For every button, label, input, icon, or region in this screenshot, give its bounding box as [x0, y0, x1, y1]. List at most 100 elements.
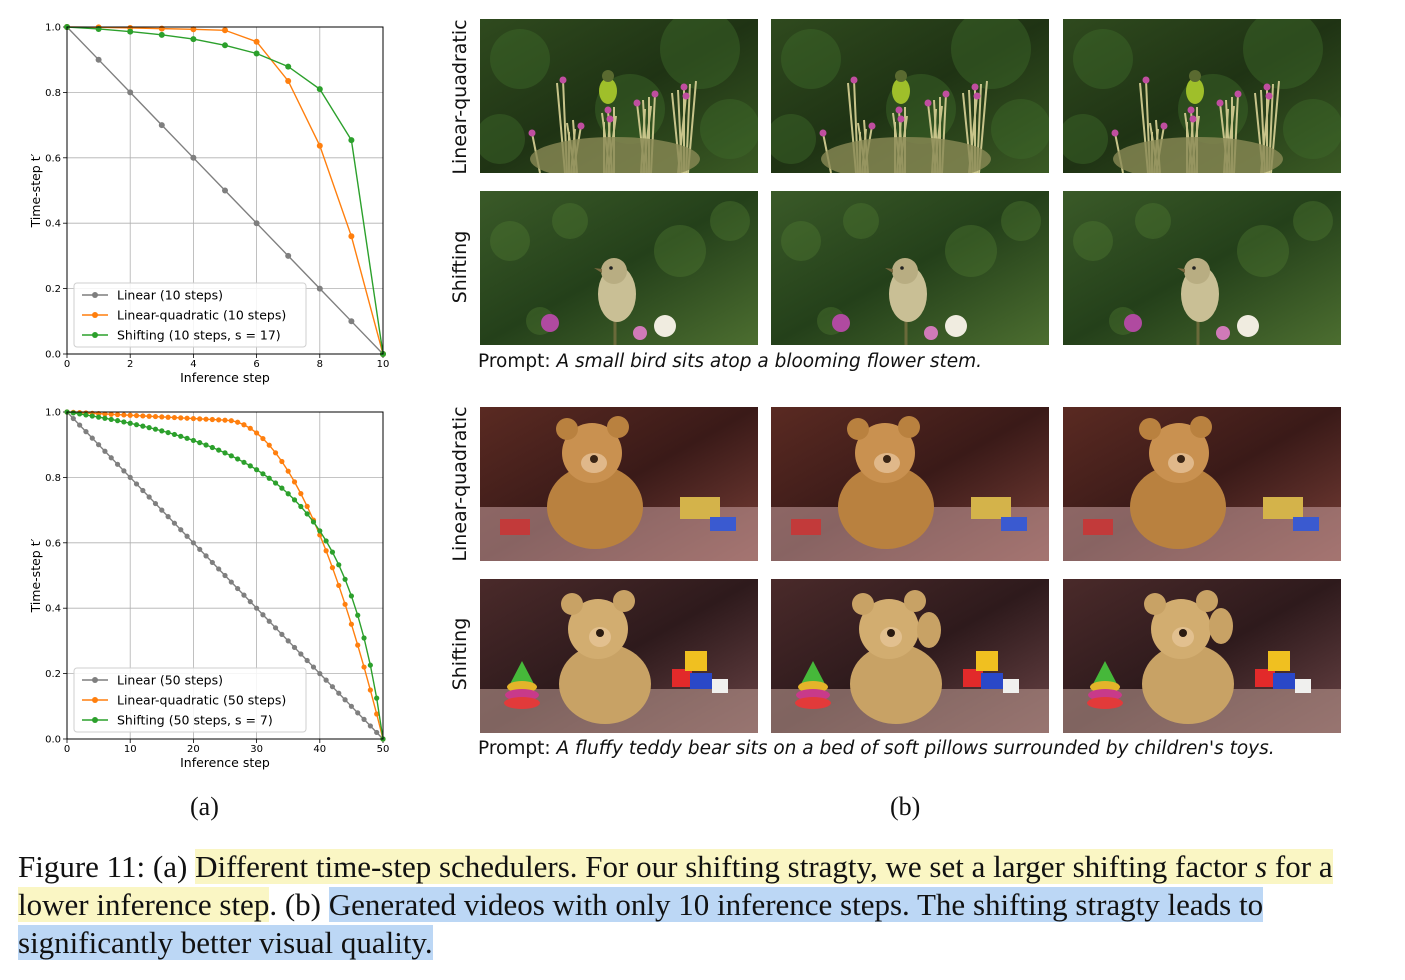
- data-point: [253, 38, 260, 45]
- data-point: [114, 418, 121, 424]
- data-point: [235, 456, 241, 462]
- prompt-bear: Prompt: A fluffy teddy bear sits on a be…: [478, 738, 1275, 759]
- data-point: [247, 463, 253, 469]
- data-point: [336, 690, 342, 696]
- frame-image: [480, 579, 758, 733]
- data-point: [323, 538, 329, 544]
- tick-label-y: 0.8: [45, 473, 61, 484]
- row-label-bear-linear-quadratic: Linear-quadratic: [449, 406, 471, 562]
- data-point: [114, 412, 121, 418]
- tick-label-x: 40: [313, 744, 326, 755]
- data-point: [108, 455, 114, 461]
- data-point: [146, 425, 152, 431]
- tick-label-y: 0.4: [45, 604, 61, 615]
- data-point: [228, 418, 234, 424]
- data-point: [114, 461, 121, 467]
- data-point: [178, 415, 184, 421]
- data-point: [329, 564, 336, 571]
- tick-label-x: 6: [253, 359, 259, 370]
- video-frame-bird-linear-quadratic-1: [480, 19, 758, 173]
- data-point: [304, 511, 310, 517]
- tick-label-y: 0.0: [45, 735, 61, 746]
- data-point: [336, 562, 342, 568]
- data-point: [355, 612, 361, 618]
- frame-image: [480, 19, 758, 173]
- data-point: [285, 491, 291, 497]
- data-point: [70, 410, 76, 416]
- row-label-bear-shifting: Shifting: [449, 617, 471, 691]
- data-point: [121, 468, 127, 474]
- video-frame-bear-shifting-2: [771, 579, 1049, 733]
- data-point: [241, 422, 247, 428]
- tick-label-x: 10: [124, 744, 137, 755]
- data-point: [83, 412, 89, 418]
- data-point: [304, 657, 310, 664]
- data-point: [298, 651, 304, 657]
- data-point: [171, 431, 178, 438]
- data-point: [190, 437, 196, 444]
- tick-label-x: 50: [377, 744, 390, 755]
- data-point: [171, 414, 178, 421]
- data-point: [216, 417, 222, 423]
- tick-label-y: 0.2: [45, 284, 61, 295]
- data-point: [190, 540, 196, 546]
- figure-caption: Figure 11: (a) Different time-step sched…: [18, 848, 1393, 962]
- data-point: [108, 416, 114, 423]
- legend-box: [73, 282, 307, 348]
- data-point: [190, 415, 196, 422]
- data-point: [127, 412, 133, 418]
- data-point: [158, 122, 165, 129]
- data-point: [127, 420, 133, 426]
- frame-image: [771, 407, 1049, 561]
- data-point: [159, 414, 165, 420]
- video-frame-bear-linear-quadratic-1: [480, 407, 758, 561]
- tick-label-y: 0.4: [45, 219, 61, 230]
- data-point: [121, 419, 127, 425]
- data-point: [285, 77, 292, 84]
- data-point: [367, 723, 373, 729]
- legend-label: Linear (50 steps): [117, 673, 223, 688]
- video-frame-bird-linear-quadratic-3: [1063, 19, 1341, 173]
- data-point: [152, 426, 159, 432]
- data-point: [348, 703, 354, 709]
- data-point: [235, 585, 241, 592]
- data-point: [222, 42, 228, 49]
- prompt-bird: Prompt: A small bird sits atop a bloomin…: [478, 351, 982, 372]
- data-point: [228, 453, 234, 459]
- data-point: [291, 479, 298, 485]
- data-point: [323, 677, 329, 683]
- data-point: [323, 548, 329, 554]
- data-point: [165, 429, 171, 436]
- video-frame-bird-shifting-2: [771, 191, 1049, 345]
- data-point: [304, 503, 310, 509]
- data-point: [279, 458, 285, 465]
- data-point: [342, 601, 348, 607]
- y-axis-label: Time-step t′: [28, 153, 43, 228]
- prompt-bear-text: A fluffy teddy bear sits on a bed of sof…: [556, 738, 1275, 759]
- data-point: [235, 419, 241, 425]
- data-point: [317, 671, 323, 677]
- legend-label: Linear-quadratic (10 steps): [117, 308, 286, 323]
- data-point: [95, 56, 102, 63]
- panel-b-label: (b): [890, 792, 921, 821]
- data-point: [102, 411, 108, 417]
- data-point: [133, 481, 140, 487]
- data-point: [184, 435, 190, 441]
- video-frame-bear-linear-quadratic-3: [1063, 407, 1341, 561]
- caption-mid: . (b): [269, 887, 329, 922]
- legend-marker: [92, 717, 98, 723]
- frame-image: [1063, 407, 1341, 561]
- legend-label: Shifting (50 steps, s = 7): [117, 713, 273, 728]
- data-point: [203, 553, 209, 559]
- data-point: [190, 154, 197, 161]
- data-point: [247, 599, 253, 605]
- data-point: [77, 411, 83, 417]
- data-point: [96, 414, 102, 420]
- x-axis-label: Inference step: [180, 755, 270, 770]
- data-point: [361, 635, 367, 641]
- data-point: [77, 422, 83, 428]
- data-point: [329, 684, 336, 690]
- frame-image: [480, 407, 758, 561]
- legend-box: [73, 667, 307, 733]
- legend-marker: [92, 332, 98, 338]
